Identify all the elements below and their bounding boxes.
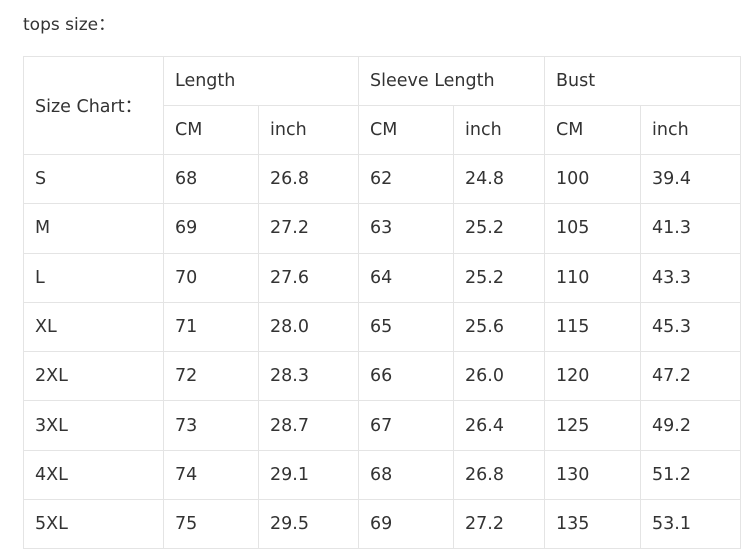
corner-cell: Size Chart： — [23, 56, 164, 155]
measurement-cell: 29.1 — [258, 449, 359, 501]
group-header-sleeve-length: Sleeve Length — [358, 56, 545, 106]
measurement-cell: 68 — [358, 449, 454, 501]
measurement-cell: 28.3 — [258, 351, 359, 402]
measurement-cell: 70 — [163, 252, 259, 303]
measurement-cell: 69 — [358, 499, 454, 550]
size-label-cell: 2XL — [23, 351, 164, 402]
table-row: XL 71 28.0 65 25.6 115 45.3 — [23, 301, 741, 353]
measurement-cell: 47.2 — [640, 351, 741, 402]
size-label-cell: L — [23, 252, 164, 303]
measurement-cell: 100 — [544, 153, 641, 205]
measurement-cell: 65 — [358, 301, 454, 353]
measurement-cell: 105 — [544, 203, 641, 254]
table-row: 5XL 75 29.5 69 27.2 135 53.1 — [23, 499, 741, 550]
unit-header: inch — [640, 105, 741, 155]
measurement-cell: 115 — [544, 301, 641, 353]
measurement-cell: 41.3 — [640, 203, 741, 254]
measurement-cell: 135 — [544, 499, 641, 550]
measurement-cell: 27.2 — [453, 499, 545, 550]
measurement-cell: 64 — [358, 252, 454, 303]
unit-header: inch — [258, 105, 359, 155]
unit-header: CM — [544, 105, 641, 155]
measurement-cell: 28.7 — [258, 400, 359, 451]
measurement-cell: 71 — [163, 301, 259, 353]
table-row: M 69 27.2 63 25.2 105 41.3 — [23, 203, 741, 254]
measurement-cell: 26.0 — [453, 351, 545, 402]
measurement-cell: 110 — [544, 252, 641, 303]
measurement-cell: 67 — [358, 400, 454, 451]
size-label-cell: 4XL — [23, 449, 164, 501]
table-row: 4XL 74 29.1 68 26.8 130 51.2 — [23, 449, 741, 501]
measurement-cell: 120 — [544, 351, 641, 402]
table-row: 3XL 73 28.7 67 26.4 125 49.2 — [23, 400, 741, 451]
header-row-units: CM inch CM inch CM inch — [24, 105, 741, 155]
measurement-cell: 29.5 — [258, 499, 359, 550]
measurement-cell: 66 — [358, 351, 454, 402]
group-header-bust: Bust — [544, 56, 741, 106]
measurement-cell: 45.3 — [640, 301, 741, 353]
measurement-cell: 69 — [163, 203, 259, 254]
size-chart-table: Size Chart： Length Sleeve Length Bust CM… — [23, 56, 741, 550]
measurement-cell: 39.4 — [640, 153, 741, 205]
measurement-cell: 25.6 — [453, 301, 545, 353]
section-title: tops size： — [23, 15, 116, 35]
measurement-cell: 25.2 — [453, 252, 545, 303]
measurement-cell: 26.8 — [453, 449, 545, 501]
unit-header: CM — [358, 105, 454, 155]
group-header-length: Length — [163, 56, 359, 106]
measurement-cell: 68 — [163, 153, 259, 205]
measurement-cell: 125 — [544, 400, 641, 451]
measurement-cell: 62 — [358, 153, 454, 205]
measurement-cell: 53.1 — [640, 499, 741, 550]
table-row: L 70 27.6 64 25.2 110 43.3 — [23, 252, 741, 303]
unit-header: inch — [453, 105, 545, 155]
measurement-cell: 75 — [163, 499, 259, 550]
measurement-cell: 49.2 — [640, 400, 741, 451]
measurement-cell: 27.2 — [258, 203, 359, 254]
measurement-cell: 63 — [358, 203, 454, 254]
measurement-cell: 24.8 — [453, 153, 545, 205]
measurement-cell: 43.3 — [640, 252, 741, 303]
measurement-cell: 130 — [544, 449, 641, 501]
measurement-cell: 25.2 — [453, 203, 545, 254]
measurement-cell: 27.6 — [258, 252, 359, 303]
size-label-cell: 5XL — [23, 499, 164, 550]
size-label-cell: M — [23, 203, 164, 254]
size-label-cell: XL — [23, 301, 164, 353]
measurement-cell: 72 — [163, 351, 259, 402]
measurement-cell: 26.8 — [258, 153, 359, 205]
measurement-cell: 26.4 — [453, 400, 545, 451]
measurement-cell: 51.2 — [640, 449, 741, 501]
unit-header: CM — [163, 105, 259, 155]
table-row: 2XL 72 28.3 66 26.0 120 47.2 — [23, 351, 741, 402]
size-label-cell: S — [23, 153, 164, 205]
measurement-cell: 73 — [163, 400, 259, 451]
measurement-cell: 28.0 — [258, 301, 359, 353]
measurement-cell: 74 — [163, 449, 259, 501]
table-row: S 68 26.8 62 24.8 100 39.4 — [23, 153, 741, 205]
header-row-groups: Size Chart： Length Sleeve Length Bust — [23, 56, 741, 155]
size-label-cell: 3XL — [23, 400, 164, 451]
